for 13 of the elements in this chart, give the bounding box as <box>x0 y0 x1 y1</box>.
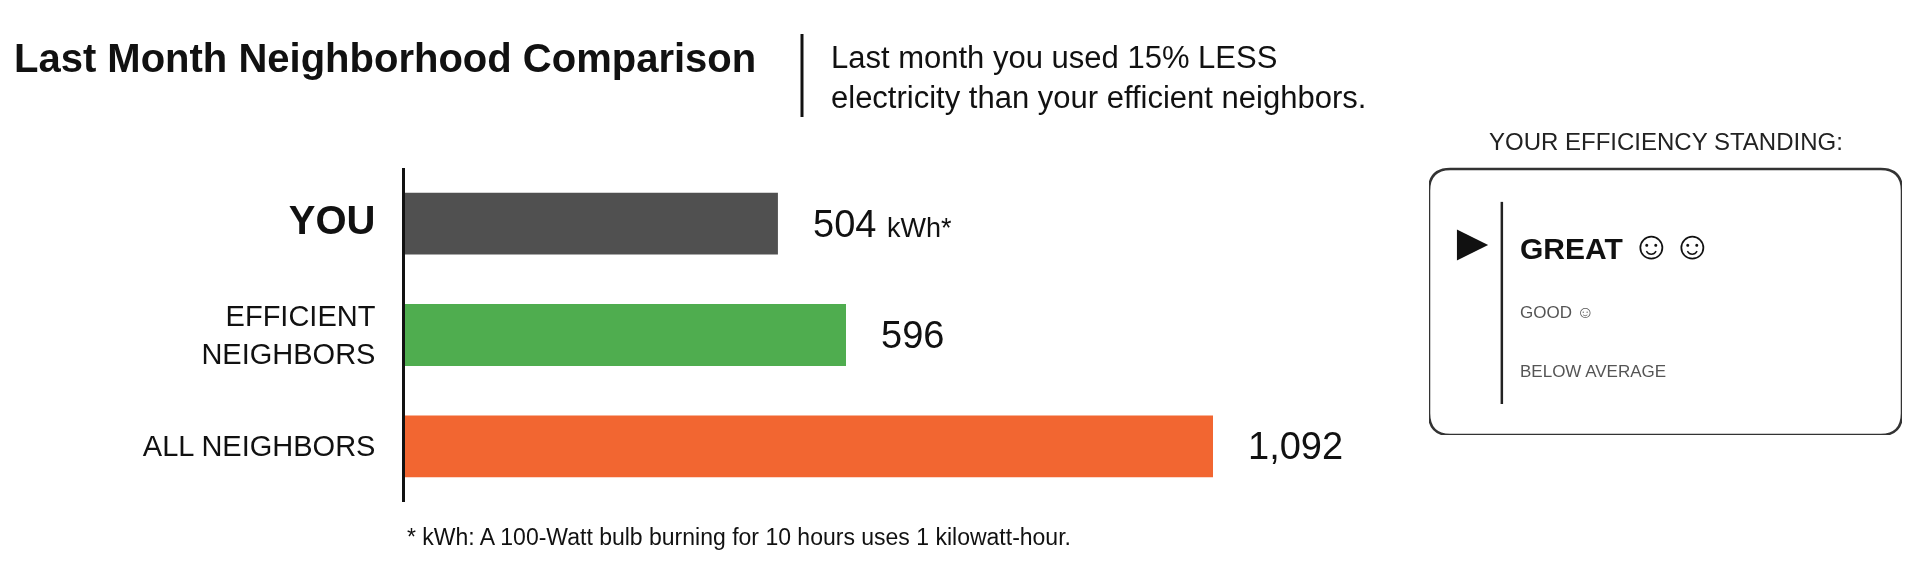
y-tick-label: YOU <box>288 197 376 242</box>
chart-title: Last Month Neighborhood Comparison <box>14 36 757 80</box>
data-label: 1,092 <box>1248 425 1344 467</box>
y-tick-label: ALL NEIGHBORS <box>142 430 376 463</box>
chart-subtitle: Last month you used 15% LESS electricity than your efficient neighbors. <box>831 40 1367 116</box>
text: YOUR EFFICIENCY STANDING: <box>1489 128 1843 155</box>
data-label: 504 kWh* <box>813 203 952 245</box>
text: GOOD ☺ <box>1520 303 1595 322</box>
y-tick-label: EFFICIENT NEIGHBORS <box>201 300 376 370</box>
text: GREAT ☺☺ <box>1520 223 1713 267</box>
text: BELOW AVERAGE <box>1520 362 1667 381</box>
text: * kWh: A 100-Watt bulb burning for 10 hours uses 1 kilowatt-hour. <box>407 524 1071 550</box>
data-label: 596 <box>881 314 945 356</box>
